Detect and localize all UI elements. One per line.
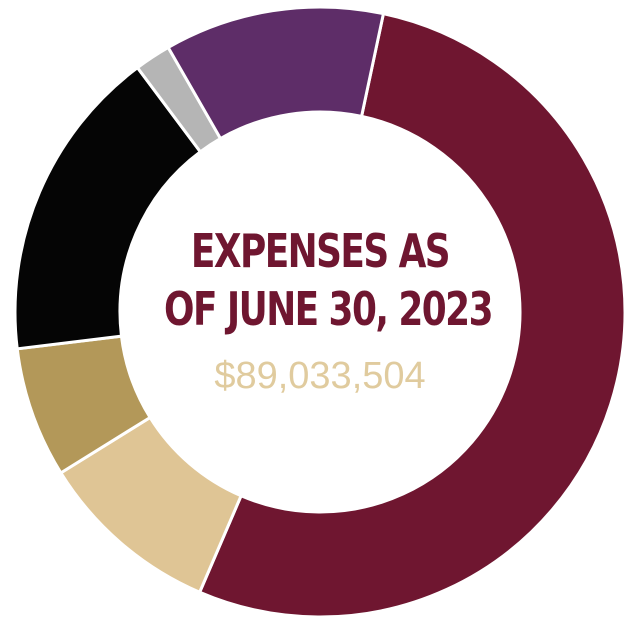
donut-slice-1	[197, 11, 627, 619]
donut-slices	[13, 5, 627, 619]
donut-slice-4	[13, 65, 203, 351]
chart-title-line-2: OF JUNE 30, 2023	[164, 282, 494, 336]
donut-slice-6	[166, 5, 386, 141]
chart-title-line-1: EXPENSES AS	[190, 224, 451, 278]
total-expenses-value: $89,033,504	[214, 355, 426, 397]
